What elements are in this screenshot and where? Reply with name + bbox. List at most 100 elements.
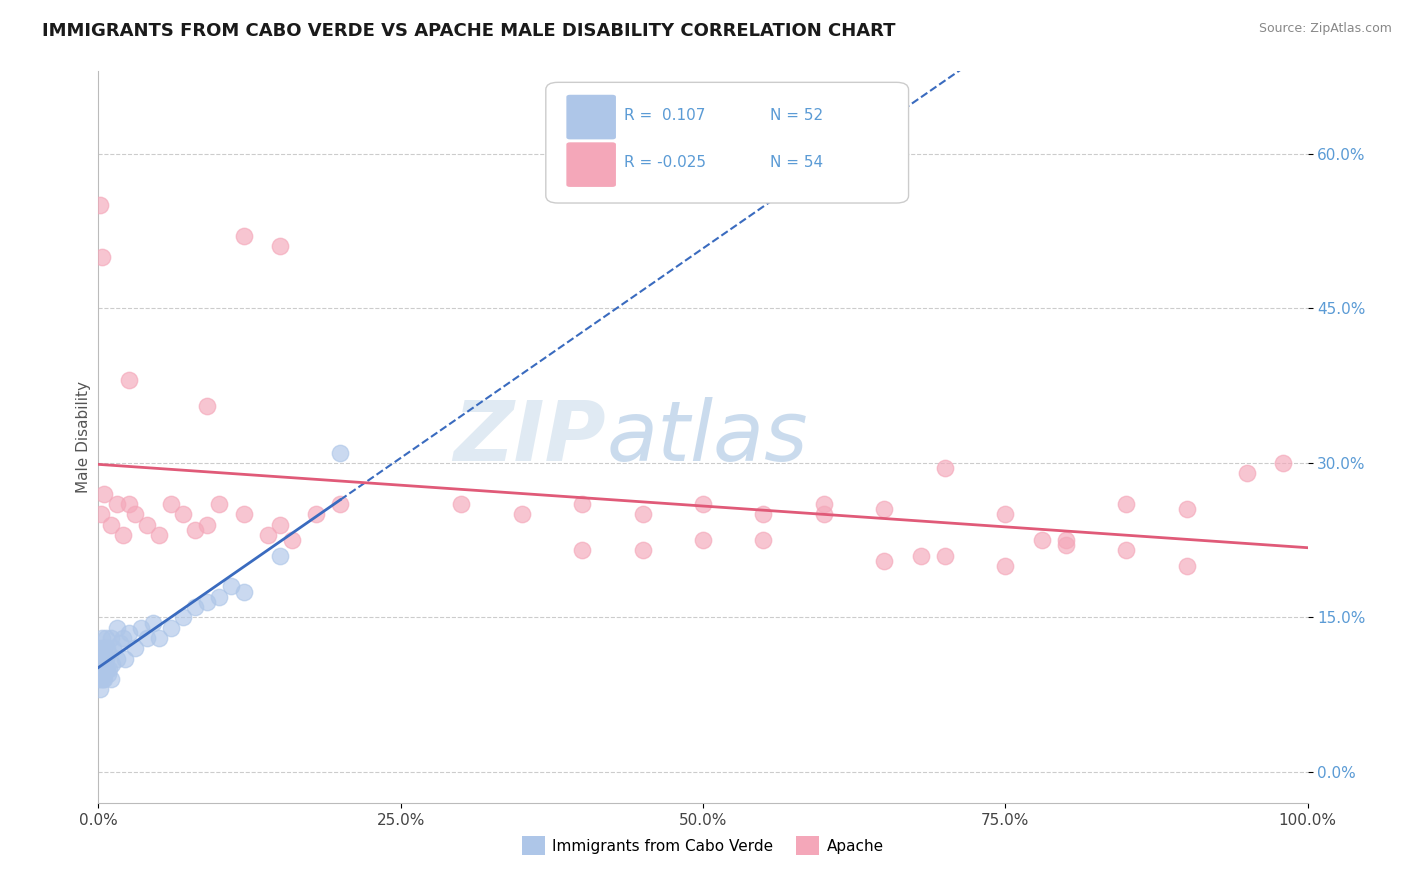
Point (89, 198, 111, 212)
Point (1031, 533, 1053, 547)
Point (111, 528, 134, 542)
Point (873, 554, 896, 568)
Point (269, 239, 291, 253)
Point (172, 610, 194, 624)
Point (101, 641, 124, 656)
Point (89, 647, 111, 661)
Point (221, 579, 243, 593)
Point (1115, 543, 1137, 558)
Point (195, 399, 218, 413)
Point (752, 533, 775, 547)
Point (232, 584, 254, 599)
Point (105, 497, 128, 511)
Point (97, 647, 120, 661)
Point (97, 667, 120, 681)
Point (89, 667, 111, 681)
Point (692, 497, 714, 511)
Point (90, 651, 112, 665)
Point (142, 615, 165, 630)
Point (329, 497, 352, 511)
Point (96, 662, 118, 676)
Point (94, 662, 117, 676)
Point (93, 487, 115, 501)
Text: ZIP: ZIP (454, 397, 606, 477)
Point (994, 558, 1017, 573)
Legend: Immigrants from Cabo Verde, Apache: Immigrants from Cabo Verde, Apache (516, 830, 890, 861)
Point (1054, 533, 1077, 547)
Point (692, 533, 714, 547)
Point (450, 497, 472, 511)
Point (105, 651, 128, 665)
Point (118, 373, 141, 387)
Text: atlas: atlas (606, 397, 808, 477)
Point (87, 662, 110, 676)
Point (571, 497, 593, 511)
Point (90, 641, 112, 656)
Point (129, 621, 152, 635)
Point (94, 651, 117, 665)
Point (96, 641, 118, 656)
Point (118, 497, 141, 511)
Point (100, 517, 122, 532)
Point (135, 517, 157, 532)
Point (160, 621, 183, 635)
Point (91, 667, 114, 681)
Text: IMMIGRANTS FROM CABO VERDE VS APACHE MALE DISABILITY CORRELATION CHART: IMMIGRANTS FROM CABO VERDE VS APACHE MAL… (42, 22, 896, 40)
Point (195, 595, 218, 609)
Point (329, 445, 352, 459)
Point (269, 517, 291, 532)
FancyBboxPatch shape (546, 82, 908, 203)
Point (148, 631, 170, 645)
Point (281, 533, 304, 547)
Point (89, 657, 111, 671)
Point (510, 508, 533, 522)
Point (91, 651, 114, 665)
Point (89, 682, 111, 697)
FancyBboxPatch shape (567, 95, 616, 139)
Point (813, 508, 835, 522)
Point (100, 657, 122, 671)
Point (184, 600, 207, 615)
Point (98, 662, 121, 676)
Point (232, 508, 254, 522)
Point (135, 631, 157, 645)
Point (1272, 456, 1295, 470)
Point (91, 631, 114, 645)
Point (305, 508, 328, 522)
Point (934, 461, 956, 475)
Point (111, 631, 134, 645)
Text: N = 52: N = 52 (769, 108, 823, 123)
FancyBboxPatch shape (567, 143, 616, 187)
Point (90, 672, 112, 686)
Point (90, 662, 112, 676)
Point (994, 508, 1017, 522)
Point (93, 672, 115, 686)
Point (184, 523, 207, 537)
Point (89, 651, 111, 665)
Point (91, 250, 114, 264)
Point (1175, 502, 1198, 516)
Point (160, 497, 183, 511)
Point (910, 549, 932, 563)
Point (1054, 538, 1077, 552)
Point (93, 641, 115, 656)
Point (208, 497, 231, 511)
Point (172, 508, 194, 522)
Point (195, 517, 218, 532)
Text: R =  0.107: R = 0.107 (624, 108, 706, 123)
Point (631, 508, 654, 522)
Point (91, 672, 114, 686)
Point (90, 508, 112, 522)
Point (631, 543, 654, 558)
Point (873, 502, 896, 516)
Point (232, 229, 254, 244)
Point (1115, 497, 1137, 511)
Point (90, 662, 112, 676)
Y-axis label: Male Disability: Male Disability (76, 381, 91, 493)
Text: N = 54: N = 54 (769, 155, 823, 170)
Point (208, 590, 231, 604)
Point (108, 636, 131, 650)
Point (752, 508, 775, 522)
Point (1236, 466, 1258, 480)
Point (269, 549, 291, 563)
